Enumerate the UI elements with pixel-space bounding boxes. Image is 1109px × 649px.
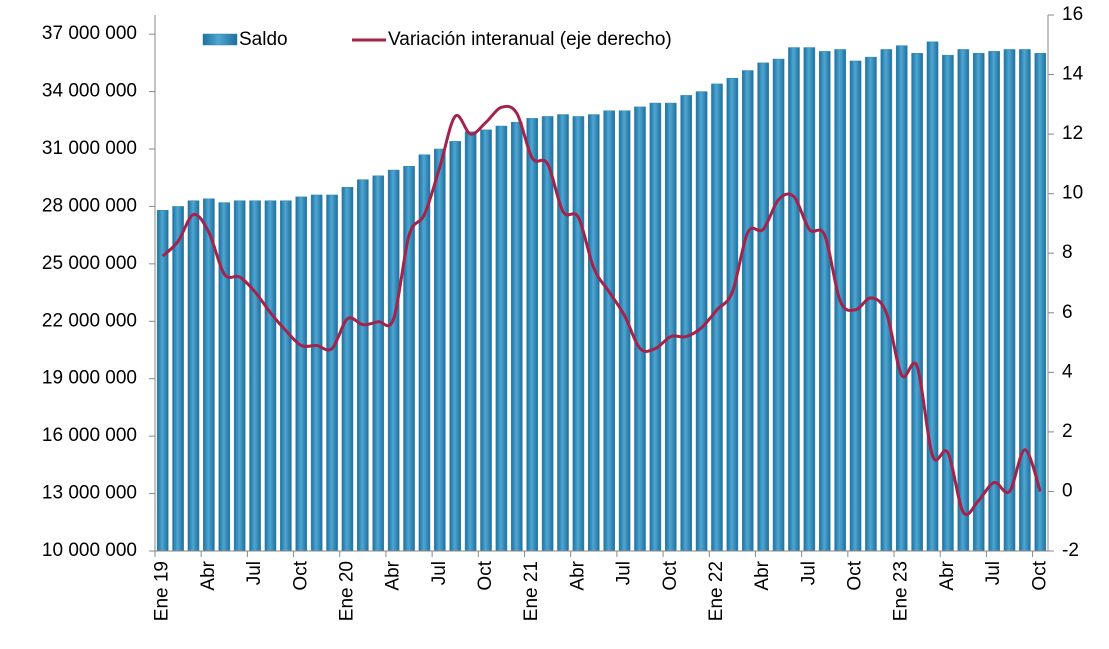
x-tick-label: Jul — [244, 561, 265, 585]
x-tick-label: Abr — [752, 560, 773, 590]
bar — [310, 194, 323, 552]
y2-tick-label: 6 — [1062, 302, 1073, 323]
x-tick-label: Abr — [383, 560, 404, 590]
bar — [480, 129, 492, 552]
bar — [634, 106, 646, 552]
bar — [526, 118, 539, 552]
y2-tick-label: 10 — [1062, 183, 1083, 204]
x-tick-label: Ene 20 — [336, 561, 357, 621]
bar — [187, 200, 200, 552]
y-tick-label: 28 000 000 — [42, 195, 137, 216]
bar — [726, 77, 739, 552]
bar — [649, 102, 662, 552]
bar — [957, 49, 970, 552]
line — [161, 104, 1042, 516]
x-tick-label: Oct — [475, 560, 496, 590]
bar — [341, 187, 354, 552]
x-tick-label: Ene 22 — [706, 561, 727, 621]
bar — [172, 206, 184, 552]
y2-tick-label: 8 — [1062, 242, 1073, 263]
x-tick-label: Ene 23 — [891, 561, 912, 621]
bar — [772, 58, 785, 552]
bar — [1003, 49, 1016, 552]
bar — [280, 200, 292, 552]
bar — [203, 198, 215, 552]
x-tick-label: Ene 21 — [521, 561, 542, 621]
y-tick-label: 10 000 000 — [42, 540, 137, 561]
bar — [572, 116, 585, 552]
bar — [156, 210, 169, 552]
bar — [618, 110, 631, 552]
y-tick-label: 13 000 000 — [42, 483, 137, 504]
bar — [741, 70, 754, 552]
bar — [865, 56, 877, 552]
bar — [464, 131, 477, 552]
y2-tick-label: 0 — [1062, 480, 1073, 501]
bar — [218, 202, 231, 552]
y-tick-label: 31 000 000 — [42, 138, 137, 159]
bar — [387, 169, 400, 552]
x-tick-label: Jul — [614, 561, 635, 585]
bar — [326, 194, 338, 552]
y-tick-label: 37 000 000 — [42, 23, 137, 44]
bar — [788, 47, 800, 552]
bar — [511, 121, 523, 552]
bar — [357, 179, 369, 552]
bar — [680, 95, 692, 552]
x-tick-label: Abr — [198, 560, 219, 590]
bar — [233, 200, 246, 552]
bar — [911, 53, 923, 552]
bar — [603, 110, 615, 552]
bar — [434, 148, 446, 552]
y2-tick-label: 12 — [1062, 123, 1083, 144]
x-tick-label: Oct — [290, 560, 311, 590]
x-tick-label: Abr — [567, 560, 588, 590]
legend-label: Saldo — [239, 29, 288, 50]
bar — [926, 41, 939, 552]
bar — [818, 51, 831, 552]
bar — [942, 54, 954, 552]
y2-tick-label: -2 — [1062, 540, 1079, 561]
bar — [264, 200, 277, 552]
bar — [880, 49, 893, 552]
bar — [588, 114, 600, 552]
x-tick-label: Ene 19 — [152, 561, 173, 621]
legend-label: Variación interanual (eje derecho) — [388, 29, 672, 50]
y-tick-label: 19 000 000 — [42, 368, 137, 389]
bar — [557, 114, 569, 552]
y2-tick-label: 16 — [1062, 4, 1083, 25]
x-tick-label: Abr — [937, 560, 958, 590]
bar — [972, 53, 985, 552]
legend-swatch — [202, 33, 238, 46]
bar — [803, 47, 816, 552]
bar — [695, 91, 708, 552]
y-tick-label: 25 000 000 — [42, 253, 137, 274]
bar — [249, 200, 261, 552]
bar — [449, 141, 462, 552]
bar — [541, 116, 554, 552]
y-tick-label: 16 000 000 — [42, 425, 137, 446]
x-tick-label: Oct — [1029, 560, 1050, 590]
y2-tick-label: 14 — [1062, 64, 1084, 85]
y2-tick-label: 4 — [1062, 361, 1073, 382]
y2-tick-label: 2 — [1062, 421, 1073, 442]
x-tick-label: Jul — [429, 561, 450, 585]
bar — [295, 196, 308, 552]
x-tick-label: Oct — [660, 560, 681, 590]
bar — [895, 45, 908, 552]
x-tick-label: Jul — [798, 561, 819, 585]
x-tick-label: Jul — [983, 561, 1004, 585]
y-tick-label: 22 000 000 — [42, 310, 137, 331]
bar — [664, 102, 677, 552]
bar — [988, 51, 1000, 552]
bar — [372, 175, 385, 552]
bar — [757, 62, 769, 552]
bar — [1019, 49, 1031, 552]
bar — [495, 125, 508, 552]
x-tick-label: Oct — [845, 560, 866, 590]
bar — [711, 83, 723, 552]
y-tick-label: 34 000 000 — [42, 81, 137, 102]
